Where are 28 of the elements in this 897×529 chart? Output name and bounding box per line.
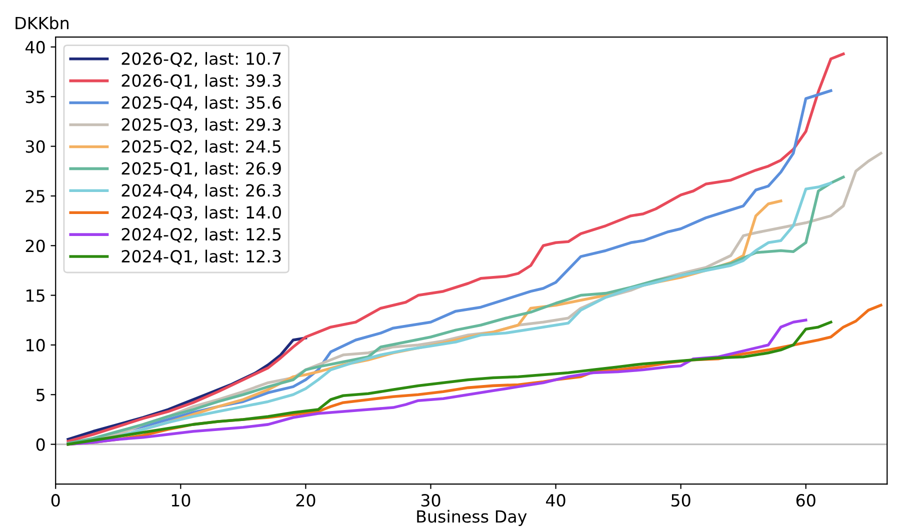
y-tick-label: 40 (26, 40, 45, 54)
x-tick-label: 60 (796, 494, 816, 507)
legend-label: 2024-Q3, last: 14.0 (122, 206, 281, 221)
x-tick-label: 10 (172, 494, 190, 507)
x-tick-label: 50 (672, 494, 690, 507)
legend-label: 2025-Q4, last: 35.6 (122, 96, 281, 111)
y-tick-label: 5 (36, 388, 44, 402)
y-tick-label: 10 (26, 338, 45, 352)
x-tick-label: 0 (51, 494, 60, 507)
y-tick-label: 25 (26, 190, 44, 203)
y-tick-label: 15 (26, 289, 44, 302)
legend-label: 2026-Q2, last: 10.7 (122, 52, 281, 67)
x-axis-title: Business Day (417, 510, 527, 526)
y-tick-label: 20 (26, 240, 45, 252)
legend-label: 2024-Q1, last: 12.3 (122, 250, 281, 265)
y-tick-label: 0 (36, 438, 45, 451)
legend-label: 2024-Q2, last: 12.5 (122, 228, 281, 243)
x-tick-label: 20 (296, 494, 316, 507)
legend-label: 2025-Q1, last: 26.9 (122, 162, 281, 177)
x-tick-label: 30 (421, 494, 440, 507)
y-tick-label: 30 (26, 140, 45, 153)
legend-label: 2025-Q3, last: 29.3 (122, 118, 281, 133)
legend-label: 2025-Q2, last: 24.5 (122, 140, 281, 155)
legend-label: 2026-Q1, last: 39.3 (122, 74, 281, 89)
y-axis-title: DKKbn (16, 16, 68, 30)
legend-label: 2024-Q4, last: 26.3 (122, 184, 281, 199)
x-tick-label: 40 (546, 494, 566, 507)
y-tick-label: 35 (26, 90, 44, 104)
